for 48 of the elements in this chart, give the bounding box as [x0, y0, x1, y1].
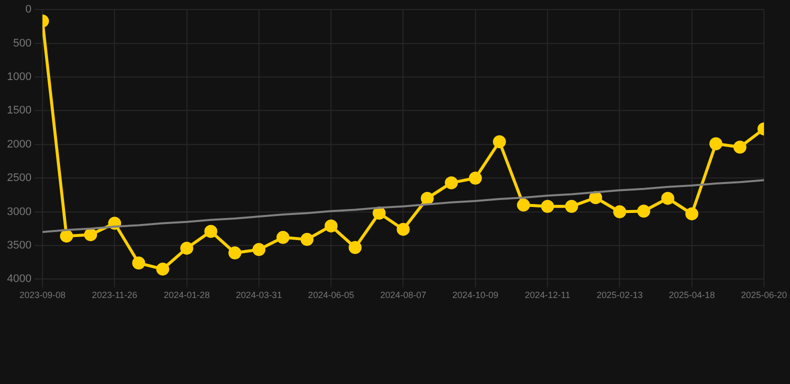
point: [589, 191, 602, 204]
point: [60, 230, 74, 243]
point: [324, 219, 338, 232]
y-tick-label: 2500: [6, 172, 32, 184]
point: [541, 200, 554, 213]
x-tick-label: 2023-11-26: [92, 290, 138, 300]
point: [709, 137, 722, 150]
y-tick-label: 4000: [6, 273, 32, 286]
point: [492, 135, 506, 148]
y-tick-label: 3000: [6, 206, 32, 218]
y-tick-label: 1500: [6, 104, 32, 117]
point: [180, 242, 194, 255]
point: [276, 230, 290, 244]
y-tick-label: 3500: [6, 240, 32, 252]
point: [565, 200, 578, 213]
point: [444, 176, 458, 190]
x-tick-label: 2024-01-28: [164, 290, 210, 300]
point: [396, 222, 410, 236]
point: [613, 205, 626, 218]
point: [84, 228, 98, 242]
point: [372, 206, 386, 220]
point: [420, 192, 434, 205]
x-tick-label: 2024-10-09: [452, 290, 498, 300]
x-tick-label: 2024-06-05: [308, 290, 354, 300]
y-tick-label: 500: [13, 37, 32, 50]
point: [348, 241, 362, 254]
point: [733, 140, 746, 154]
point: [204, 224, 218, 238]
point: [637, 204, 650, 218]
point: [132, 256, 146, 270]
x-tick-label: 2024-03-31: [236, 290, 282, 300]
x-tick-label: 2024-12-11: [524, 290, 570, 300]
point: [685, 207, 698, 220]
point: [516, 198, 530, 212]
y-tick-label: 2000: [6, 138, 32, 150]
point: [228, 246, 242, 260]
point: [300, 232, 314, 246]
point: [252, 243, 266, 256]
point: [661, 192, 674, 205]
y-tick-label: 0: [25, 4, 32, 16]
point: [156, 262, 170, 276]
x-tick-label: 2025-02-13: [596, 290, 643, 300]
x-tick-label: 2023-09-08: [19, 290, 66, 300]
x-tick-label: 2024-08-07: [380, 290, 426, 300]
point: [468, 172, 482, 185]
x-tick-label: 2025-06-20: [740, 290, 788, 300]
y-tick-label: 1000: [6, 71, 32, 84]
x-tick-label: 2025-04-18: [668, 290, 715, 300]
